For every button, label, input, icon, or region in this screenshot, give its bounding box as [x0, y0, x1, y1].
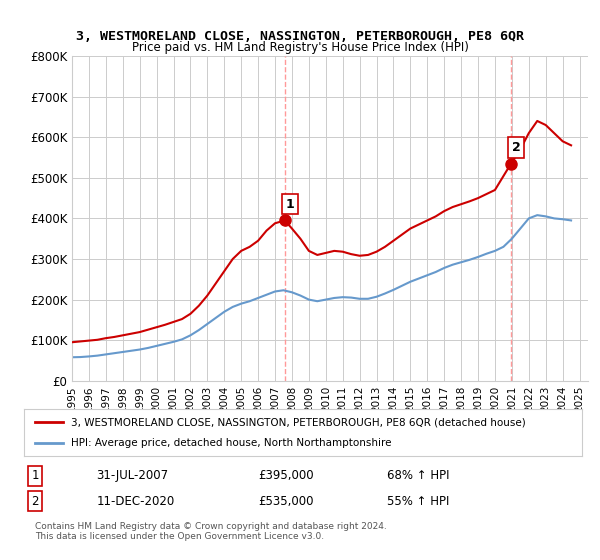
Text: 1: 1 [286, 198, 294, 211]
Text: Price paid vs. HM Land Registry's House Price Index (HPI): Price paid vs. HM Land Registry's House … [131, 41, 469, 54]
Text: 3, WESTMORELAND CLOSE, NASSINGTON, PETERBOROUGH, PE8 6QR (detached house): 3, WESTMORELAND CLOSE, NASSINGTON, PETER… [71, 417, 526, 427]
Text: Contains HM Land Registry data © Crown copyright and database right 2024.
This d: Contains HM Land Registry data © Crown c… [35, 522, 387, 542]
Text: 3, WESTMORELAND CLOSE, NASSINGTON, PETERBOROUGH, PE8 6QR: 3, WESTMORELAND CLOSE, NASSINGTON, PETER… [76, 30, 524, 43]
Text: 1: 1 [31, 469, 39, 482]
Text: £535,000: £535,000 [259, 495, 314, 508]
Text: 31-JUL-2007: 31-JUL-2007 [97, 469, 169, 482]
Text: 11-DEC-2020: 11-DEC-2020 [97, 495, 175, 508]
Text: £395,000: £395,000 [259, 469, 314, 482]
Text: 2: 2 [31, 495, 39, 508]
Text: 68% ↑ HPI: 68% ↑ HPI [387, 469, 449, 482]
Text: 55% ↑ HPI: 55% ↑ HPI [387, 495, 449, 508]
Text: 2: 2 [512, 141, 520, 154]
Text: HPI: Average price, detached house, North Northamptonshire: HPI: Average price, detached house, Nort… [71, 438, 392, 448]
